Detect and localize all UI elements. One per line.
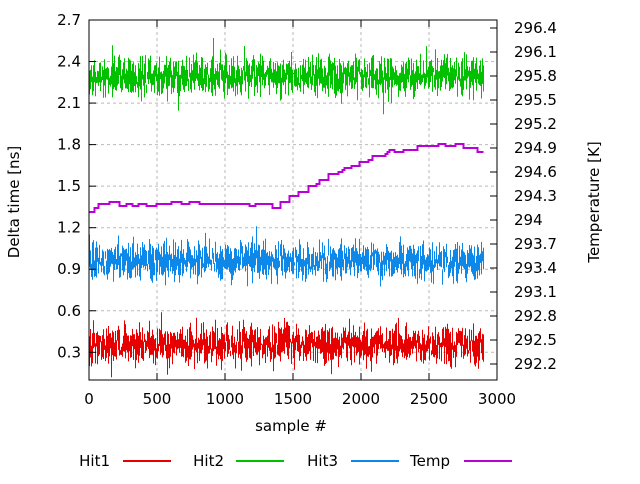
legend-label: Hit2 (193, 452, 224, 470)
y-tick-label: 1.5 (57, 177, 81, 195)
series-hit2-path (89, 38, 484, 115)
y2-tick-label: 295.8 (514, 67, 557, 85)
legend-label: Hit1 (79, 452, 110, 470)
y2-tick-label: 296.4 (514, 19, 557, 37)
y-tick-label: 0.6 (57, 302, 81, 320)
series-hit1-path (89, 312, 484, 378)
series-hit3-path (89, 226, 484, 287)
y2-tick-label: 292.2 (514, 355, 557, 373)
legend-item-hit2: Hit2 (193, 452, 284, 470)
y2-tick-label: 294.9 (514, 139, 557, 157)
y2-tick-label: 294 (514, 211, 543, 229)
y-tick-label: 1.2 (57, 219, 81, 237)
x-tick-label: 3000 (478, 390, 516, 408)
x-tick-label: 500 (143, 390, 172, 408)
y-axis-label: Delta time [ns] (5, 146, 23, 258)
x-tick-label: 1000 (206, 390, 244, 408)
y2-tick-label: 293.7 (514, 235, 557, 253)
y2-tick-label: 293.4 (514, 259, 557, 277)
legend-item-hit3: Hit3 (307, 452, 399, 470)
y-tick-label: 2.1 (57, 94, 81, 112)
x-tick-label: 1500 (274, 390, 312, 408)
y-tick-label: 1.8 (57, 136, 81, 154)
legend: Hit1 Hit2 Hit3 Temp (79, 452, 512, 470)
axes-layer (88, 19, 498, 381)
legend-label: Hit3 (307, 452, 338, 470)
y2-axis-label: Temperature [K] (585, 141, 603, 263)
y-tick-label: 2.4 (57, 53, 81, 71)
legend-item-temp: Temp (409, 452, 512, 470)
tick-label-layer: 0.3 0.6 0.9 1.2 1.5 1.8 2.1 2.4 2.7 292.2 292.5 292… (57, 11, 557, 408)
x-tick-label: 2500 (410, 390, 448, 408)
legend-item-hit1: Hit1 (79, 452, 171, 470)
y2-tick-label: 295.5 (514, 91, 557, 109)
series-layer (89, 38, 484, 378)
x-tick-label: 2000 (342, 390, 380, 408)
y2-tick-label: 293.1 (514, 283, 557, 301)
y2-tick-label: 296.1 (514, 43, 557, 61)
legend-label: Temp (409, 452, 450, 470)
y2-tick-label: 294.6 (514, 163, 557, 181)
y-tick-label: 2.7 (57, 11, 81, 29)
y2-tick-label: 294.3 (514, 187, 557, 205)
y-tick-label: 0.3 (57, 343, 81, 361)
series-temp-path (89, 143, 484, 213)
y2-tick-label: 292.8 (514, 307, 557, 325)
x-tick-label: 0 (84, 390, 94, 408)
y2-tick-label: 295.2 (514, 115, 557, 133)
y-tick-label: 0.9 (57, 260, 81, 278)
x-axis-label: sample # (255, 417, 327, 435)
y2-tick-label: 292.5 (514, 331, 557, 349)
